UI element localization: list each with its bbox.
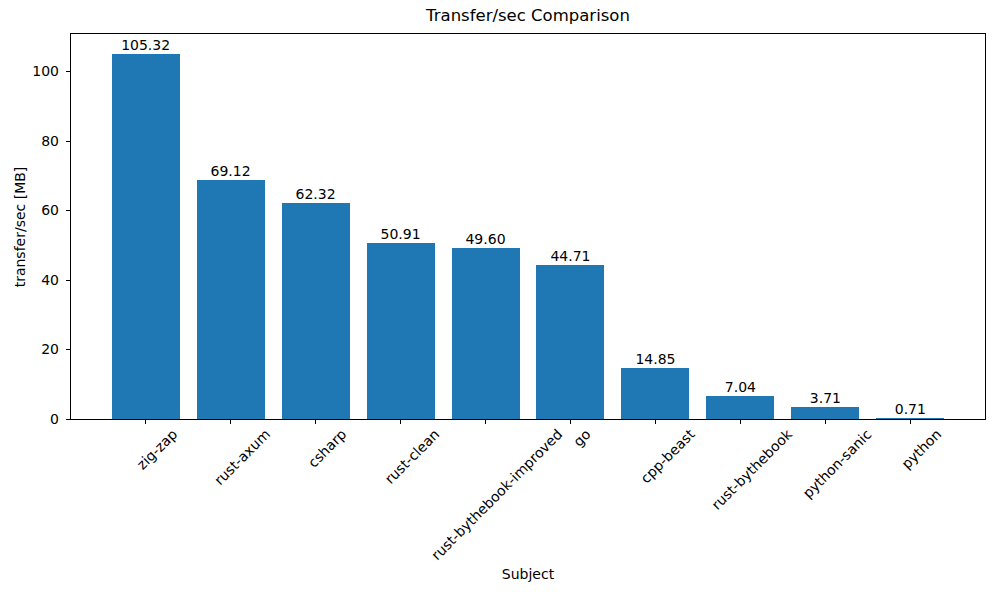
bar-value-label: 62.32 xyxy=(276,186,356,203)
x-tick-label: rust-axum xyxy=(211,426,273,488)
y-tick-label: 80 xyxy=(19,133,59,150)
y-tick-label: 20 xyxy=(19,341,59,358)
bar xyxy=(367,243,435,420)
y-tick-mark xyxy=(66,210,70,211)
bar xyxy=(621,368,689,420)
bar xyxy=(112,54,180,420)
y-tick-mark xyxy=(66,280,70,281)
x-tick-mark xyxy=(740,420,741,424)
bar xyxy=(791,407,859,420)
y-tick-mark xyxy=(66,71,70,72)
x-tick-mark xyxy=(485,420,486,424)
bar-value-label: 3.71 xyxy=(785,390,865,407)
bar xyxy=(536,265,604,420)
y-tick-mark xyxy=(66,349,70,350)
x-tick-mark xyxy=(315,420,316,424)
x-tick-label: csharp xyxy=(305,426,350,471)
bar-value-label: 7.04 xyxy=(700,379,780,396)
x-tick-mark xyxy=(230,420,231,424)
x-tick-label: rust-bythebook-improved xyxy=(428,426,565,563)
x-tick-label: python xyxy=(899,426,945,472)
y-tick-label: 0 xyxy=(19,411,59,428)
bar xyxy=(706,396,774,420)
x-tick-mark xyxy=(570,420,571,424)
bar-chart: Transfer/sec Comparison transfer/sec [MB… xyxy=(0,0,1000,600)
y-tick-mark xyxy=(66,419,70,420)
bar-value-label: 69.12 xyxy=(191,163,271,180)
chart-title: Transfer/sec Comparison xyxy=(70,6,986,26)
x-tick-mark xyxy=(825,420,826,424)
bar xyxy=(197,180,265,420)
x-tick-label: go xyxy=(570,426,594,450)
x-tick-mark xyxy=(145,420,146,424)
bar xyxy=(452,248,520,420)
x-tick-mark xyxy=(910,420,911,424)
y-tick-mark xyxy=(66,141,70,142)
bar-value-label: 49.60 xyxy=(446,231,526,248)
x-tick-label: rust-bythebook xyxy=(708,426,795,513)
y-tick-label: 60 xyxy=(19,202,59,219)
y-tick-label: 100 xyxy=(19,63,59,80)
x-tick-label: zig-zap xyxy=(134,426,181,473)
bar-value-label: 44.71 xyxy=(530,248,610,265)
bar-value-label: 105.32 xyxy=(106,37,186,54)
x-tick-label: rust-clean xyxy=(381,426,442,487)
bar xyxy=(282,203,350,420)
x-tick-mark xyxy=(400,420,401,424)
x-tick-label: python-sanic xyxy=(799,426,874,501)
bar-value-label: 14.85 xyxy=(615,351,695,368)
y-tick-label: 40 xyxy=(19,272,59,289)
y-axis-label: transfer/sec [MB] xyxy=(12,167,29,288)
bar-value-label: 50.91 xyxy=(361,226,441,243)
x-tick-label: cpp-beast xyxy=(637,426,697,486)
bar-value-label: 0.71 xyxy=(870,401,950,418)
x-axis-label: Subject xyxy=(70,566,986,583)
x-tick-mark xyxy=(655,420,656,424)
